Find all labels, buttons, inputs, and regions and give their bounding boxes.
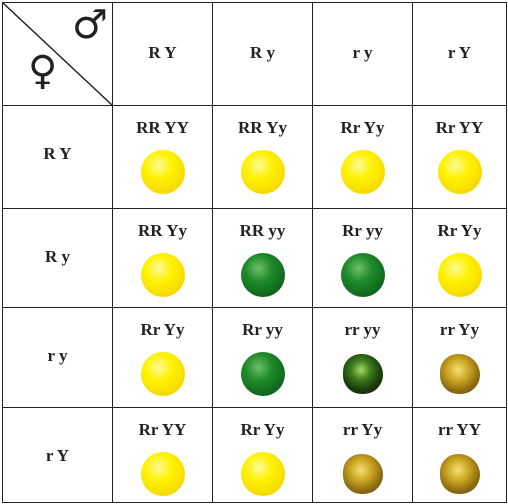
column-header: R Y — [148, 43, 177, 62]
row-header: R Y — [43, 144, 72, 163]
column-header: r Y — [447, 43, 472, 62]
column-header: r y — [352, 43, 373, 62]
pea-icon — [140, 352, 185, 396]
row-header: r y — [47, 346, 68, 365]
female-symbol: ♀ — [28, 48, 58, 94]
cell: r y — [312, 2, 413, 106]
pea-icon — [437, 253, 482, 297]
cell: Rr YY — [112, 407, 213, 503]
male-symbol: ♂ — [72, 2, 108, 48]
cell: rr YY — [412, 407, 507, 503]
cell: RR yy — [212, 208, 313, 308]
cell: R Y — [2, 105, 113, 209]
pea-icon — [342, 454, 383, 494]
genotype: Rr yy — [342, 221, 383, 240]
pea-icon — [342, 354, 383, 394]
cell: Rr yy — [212, 307, 313, 408]
cell: rr Yy — [412, 307, 507, 408]
pea-icon — [340, 253, 385, 297]
genotype: Rr yy — [242, 320, 283, 339]
cell: Rr YY — [412, 105, 507, 209]
genotype: rr Yy — [342, 420, 383, 439]
cell: rr yy — [312, 307, 413, 408]
genotype: Rr Yy — [140, 320, 185, 339]
row-header: R y — [44, 247, 71, 266]
pea-icon — [240, 253, 285, 297]
pea-icon — [140, 253, 185, 297]
genotype: RR Yy — [238, 118, 287, 137]
cell: r y — [2, 307, 113, 408]
genotype: RR yy — [239, 221, 286, 240]
cell: r Y — [412, 2, 507, 106]
cell: RR Yy — [212, 105, 313, 209]
cell: r Y — [2, 407, 113, 503]
pea-icon — [340, 150, 385, 194]
cell: Rr Yy — [312, 105, 413, 209]
cell: R y — [2, 208, 113, 308]
row-header: r Y — [45, 446, 70, 465]
pea-icon — [439, 354, 480, 394]
genotype: Rr YY — [138, 420, 187, 439]
genotype: rr Yy — [439, 320, 480, 339]
cell: Rr yy — [312, 208, 413, 308]
column-header: R y — [249, 43, 276, 62]
pea-icon — [240, 150, 285, 194]
genotype: rr yy — [344, 320, 381, 339]
genotype: Rr Yy — [340, 118, 385, 137]
pea-icon — [140, 150, 185, 194]
cell: RR Yy — [112, 208, 213, 308]
pea-icon — [240, 352, 285, 396]
cell: R Y — [112, 2, 213, 106]
cell: Rr Yy — [412, 208, 507, 308]
genotype: rr YY — [438, 420, 481, 439]
genotype: RR Yy — [138, 221, 187, 240]
pea-icon — [439, 454, 480, 494]
cell: RR YY — [112, 105, 213, 209]
genotype: Rr Yy — [240, 420, 285, 439]
cell: rr Yy — [312, 407, 413, 503]
genotype: Rr YY — [435, 118, 484, 137]
cell: Rr Yy — [212, 407, 313, 503]
pea-icon — [140, 452, 185, 496]
genotype: RR YY — [136, 118, 189, 137]
cell: R y — [212, 2, 313, 106]
genotype: Rr Yy — [437, 221, 482, 240]
pea-icon — [437, 150, 482, 194]
pea-icon — [240, 452, 285, 496]
cell: Rr Yy — [112, 307, 213, 408]
